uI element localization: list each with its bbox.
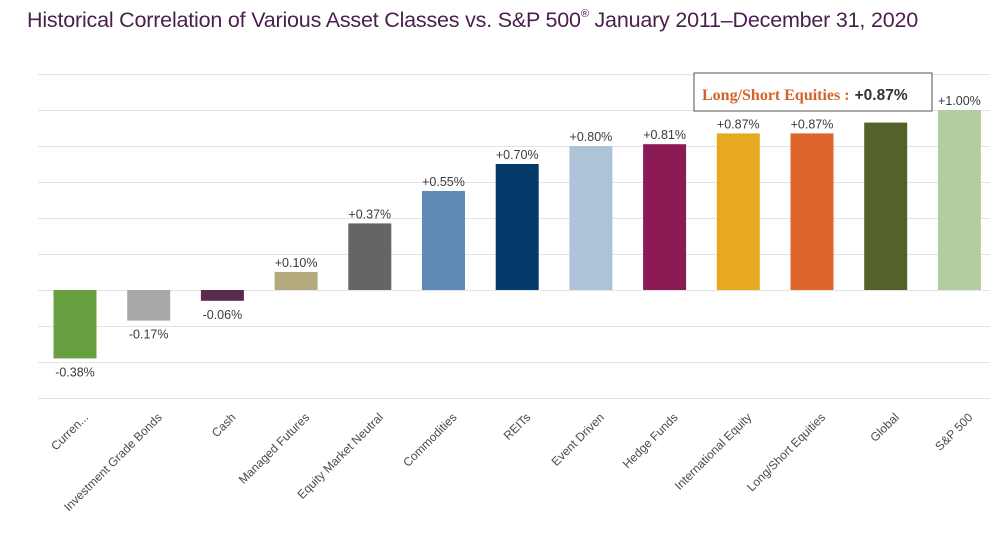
value-label: +0.37% bbox=[348, 207, 391, 221]
bar bbox=[127, 290, 171, 321]
bar bbox=[864, 122, 908, 290]
category-label: Cash bbox=[209, 410, 239, 440]
bar bbox=[716, 133, 760, 290]
bar bbox=[274, 272, 318, 290]
bar bbox=[790, 133, 834, 290]
callout: Long/Short Equities : +0.87% bbox=[693, 72, 933, 112]
category-label: Curren... bbox=[48, 410, 91, 453]
bar bbox=[53, 290, 97, 359]
value-label: +0.87% bbox=[717, 117, 760, 131]
category-labels: Curren...Investment Grade Bonds CashManag… bbox=[48, 410, 976, 514]
callout-label: Long/Short Equities : bbox=[702, 87, 850, 104]
value-label: +0.87% bbox=[791, 117, 834, 131]
chart-title-main: Historical Correlation of Various Asset … bbox=[27, 8, 581, 32]
category-label: Global bbox=[867, 410, 901, 444]
category-label: International Equity bbox=[672, 410, 755, 493]
chart-title-range: January 2011–December 31, 2020 bbox=[588, 8, 919, 32]
category-label: Commodities bbox=[400, 410, 459, 469]
bar bbox=[495, 164, 539, 290]
value-label: +0.10% bbox=[275, 256, 318, 270]
value-labels: -0.38% -0.17% -0.06% +0.10% +0.37% +0.55% +0.7… bbox=[55, 94, 981, 379]
value-label: +0.55% bbox=[422, 175, 465, 189]
value-label: +1.00% bbox=[938, 94, 981, 108]
value-label: -0.38% bbox=[55, 365, 95, 379]
category-label: Managed Futures bbox=[236, 410, 312, 486]
bar bbox=[643, 144, 687, 290]
bar bbox=[200, 290, 244, 301]
bar bbox=[348, 223, 392, 290]
callout-box bbox=[693, 72, 933, 112]
bars bbox=[53, 110, 981, 359]
category-label: Long/Short Equities bbox=[744, 410, 828, 494]
chart-title: Historical Correlation of Various Asset … bbox=[27, 8, 918, 33]
callout-value: +0.87% bbox=[855, 87, 908, 104]
bar bbox=[937, 110, 981, 290]
bar bbox=[422, 191, 465, 290]
value-label: +0.80% bbox=[570, 130, 613, 144]
category-label: S&P 500 bbox=[932, 410, 975, 453]
callout-text: Long/Short Equities : +0.87% bbox=[702, 87, 908, 104]
category-label: REITs bbox=[501, 410, 534, 443]
category-label: Event Driven bbox=[549, 410, 607, 468]
bar bbox=[569, 146, 613, 290]
value-label: -0.17% bbox=[129, 328, 169, 342]
value-label: -0.06% bbox=[203, 308, 243, 322]
category-label: Hedge Funds bbox=[620, 410, 681, 471]
registered-mark: ® bbox=[580, 7, 589, 20]
value-label: +0.81% bbox=[643, 128, 686, 142]
value-label: +0.70% bbox=[496, 148, 539, 162]
